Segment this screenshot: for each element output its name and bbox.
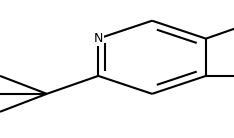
Text: N: N [94, 32, 103, 45]
